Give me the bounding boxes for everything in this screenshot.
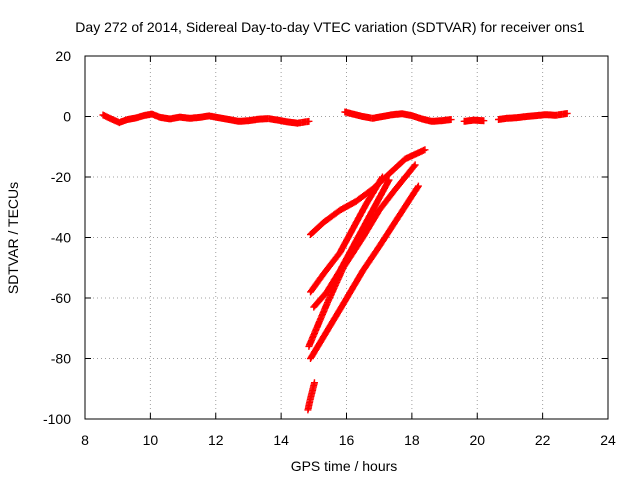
y-tick-label: -100 [43,411,71,427]
series-markers [307,173,386,296]
x-tick-label: 20 [469,432,485,448]
series-baseline-3 [460,116,488,125]
x-axis-ticks: 8 10 12 14 16 18 20 22 24 [81,56,616,448]
series-drop [304,379,318,414]
y-tick-label: -40 [51,230,71,246]
series-baseline-1 [99,110,313,127]
series-markers [460,116,488,125]
series-markers [305,161,419,350]
x-tick-label: 12 [208,432,224,448]
y-tick-label: -80 [51,351,71,367]
x-tick-label: 22 [535,432,551,448]
series-markers [495,109,571,123]
y-axis-label: SDTVAR / TECUs [5,182,21,294]
x-tick-label: 18 [404,432,420,448]
x-tick-label: 16 [339,432,355,448]
series-baseline-2 [341,108,455,125]
series-arc-b [305,161,419,350]
series-markers [307,182,422,362]
x-tick-label: 10 [143,432,159,448]
series-arc-d [310,176,393,311]
x-axis-label: GPS time / hours [291,458,398,474]
series-markers [310,176,393,311]
y-tick-label: 0 [63,109,71,125]
series-arc-c [307,182,422,362]
x-tick-label: 8 [81,432,89,448]
series-baseline-4 [495,109,571,123]
y-tick-label: -60 [51,290,71,306]
x-tick-label: 24 [600,432,616,448]
y-tick-label: -20 [51,169,71,185]
series-markers [341,108,455,125]
x-tick-label: 14 [273,432,289,448]
series-markers [304,379,318,414]
chart-title: Day 272 of 2014, Sidereal Day-to-day VTE… [75,19,585,35]
y-tick-label: 20 [55,48,71,64]
series-markers [99,110,313,127]
series-arc-a [307,173,386,296]
y-axis-ticks: -100 -80 -60 -40 -20 0 20 [43,48,608,427]
data-points [99,108,571,414]
